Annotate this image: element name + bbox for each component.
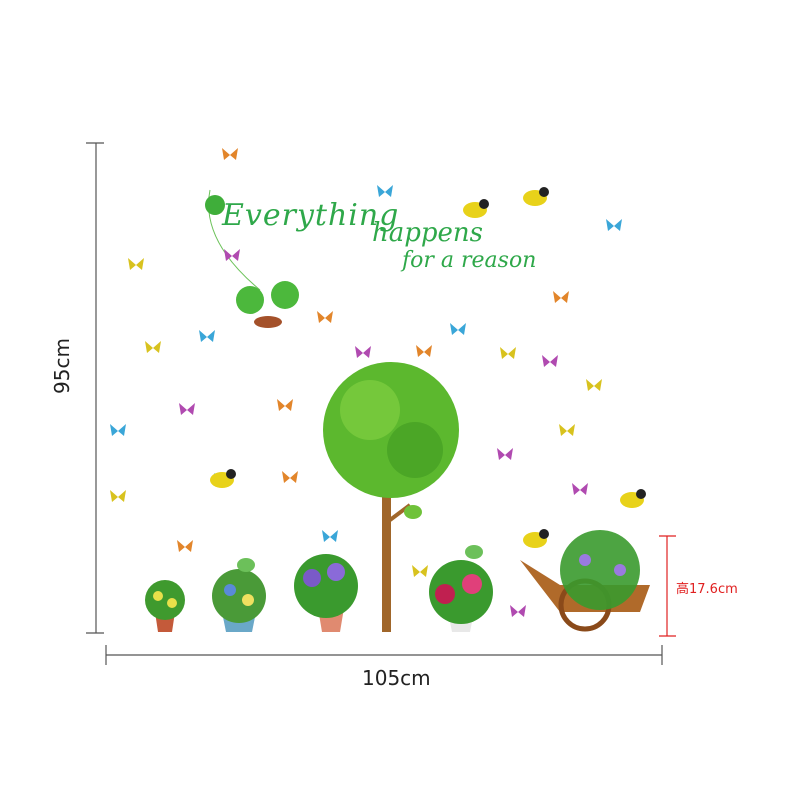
height-dimension-line [86, 142, 104, 634]
butterfly-icon [510, 605, 526, 617]
butterfly-icon [145, 341, 161, 353]
butterfly-icon [322, 530, 338, 542]
quote-line-1: Everything [222, 198, 400, 233]
flower-cart [520, 530, 650, 632]
butterfly-icon [282, 471, 298, 483]
butterfly-icon [377, 185, 393, 197]
flower-pot-yellow [145, 580, 185, 632]
bird-head [539, 187, 549, 197]
butterfly-icon [586, 379, 602, 391]
butterfly-icon [412, 565, 428, 577]
width-dimension-line [105, 645, 663, 665]
butterfly-icon [177, 540, 193, 552]
butterfly-icon [110, 424, 126, 436]
bird-head [479, 199, 489, 209]
butterfly-icon [542, 355, 558, 367]
width-label: 105cm [362, 666, 431, 690]
butterfly-icon [572, 483, 588, 495]
butterfly-icon [355, 346, 371, 358]
butterfly-icon [559, 424, 575, 436]
flower-pot-blue [212, 558, 266, 632]
quote-line-3: for a reason [402, 248, 537, 273]
butterflies [110, 148, 622, 617]
butterfly-icon [317, 311, 333, 323]
butterfly-icon [553, 291, 569, 303]
butterfly-icon [110, 490, 126, 502]
bird-head [636, 489, 646, 499]
butterfly-icon [179, 403, 195, 415]
butterfly-icon [128, 258, 144, 270]
tree [323, 362, 459, 632]
butterfly-icon [497, 448, 513, 460]
bird-head [539, 529, 549, 539]
butterfly-icon [416, 345, 432, 357]
birds [210, 187, 646, 548]
butterfly-icon [224, 249, 240, 261]
butterfly-icon [222, 148, 238, 160]
butterfly-icon [500, 347, 516, 359]
cart-height-dimension-line [659, 535, 676, 637]
butterfly-icon [199, 330, 215, 342]
bird-head [226, 469, 236, 479]
butterfly-icon [606, 219, 622, 231]
butterfly-icon [277, 399, 293, 411]
quote-line-2: happens [372, 218, 484, 248]
butterfly-icon [450, 323, 466, 335]
height-label: 95cm [49, 338, 74, 394]
flower-pot-red [429, 545, 493, 632]
flower-pot-purple [294, 554, 358, 632]
cart-height-label: 高17.6cm [676, 582, 738, 597]
hanging-plant [205, 189, 299, 328]
